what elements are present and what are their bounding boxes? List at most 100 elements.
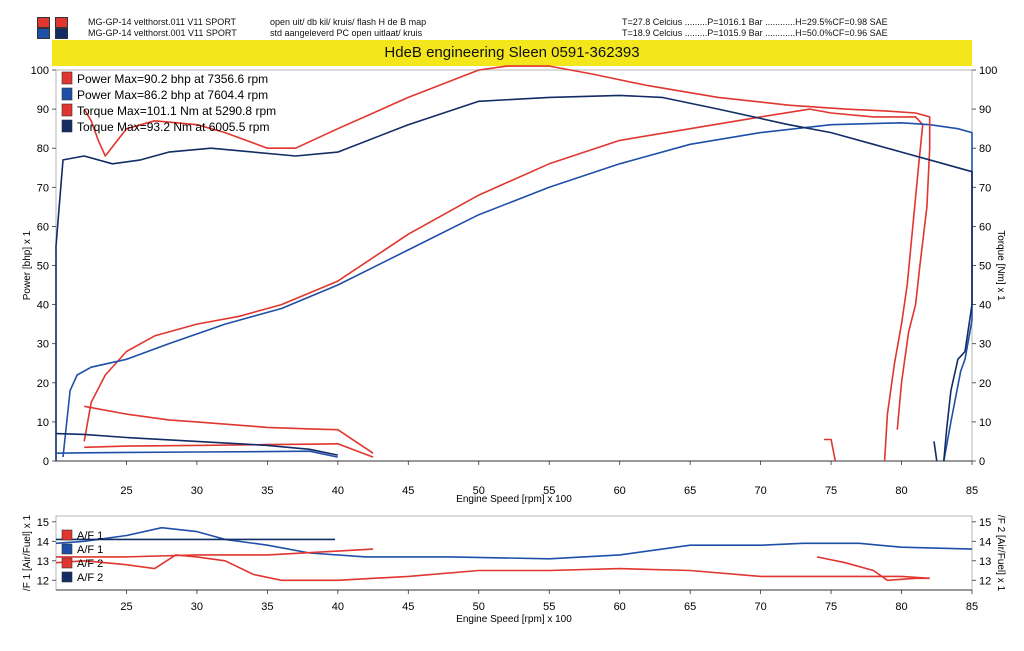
chart-1-ytick-label-left-8: 80: [37, 143, 49, 155]
chart-2-legend-label-3: A/F 2: [77, 558, 103, 570]
chart-1-ytick-label-right-10: 100: [979, 65, 997, 77]
chart-1-legend-label-2: Power Max=86.2 bhp at 7604.4 rpm: [77, 88, 268, 102]
chart-1-legend-label-3: Torque Max=101.1 Nm at 5290.8 rpm: [77, 104, 276, 118]
chart-2-legend-label-2: A/F 1: [77, 544, 103, 556]
chart-1-legend-swatch-3: [61, 103, 73, 117]
run-2-swatch-a: [37, 28, 50, 39]
chart-2-xtick-label-0: 25: [120, 601, 132, 613]
chart-1-ytick-label-right-1: 10: [979, 417, 991, 429]
chart-1-series-line-4: [55, 94, 973, 462]
chart-1-xtick-label-2: 35: [261, 485, 273, 497]
chart-1-ytick-label-left-7: 70: [37, 182, 49, 194]
chart-1-legend-label-4: Torque Max=93.2 Nm at 6005.5 rpm: [77, 120, 269, 134]
run-1-desc: open uit/ db kil/ kruis/ flash H de B ma…: [270, 17, 427, 27]
chart-1-xtick-label-9: 70: [754, 485, 766, 497]
chart-1-xtick-label-12: 85: [966, 485, 978, 497]
chart-1-ytick-label-left-3: 30: [37, 339, 49, 351]
run-1-conditions: T=27.8 Celcius .........P=1016.1 Bar ...…: [622, 17, 888, 27]
chart-2-xtick-label-8: 65: [684, 601, 696, 613]
chart-1-ytick-label-right-2: 20: [979, 378, 991, 390]
chart-2-legend-swatch-4: [61, 571, 73, 583]
chart-2-ytick-label-right-0: 12: [979, 575, 991, 587]
chart-1-ytick-label-left-5: 50: [37, 261, 49, 273]
chart-1-y-axis-label-left: Power [bhp] x 1: [22, 230, 33, 300]
chart-2-xtick-label-11: 80: [895, 601, 907, 613]
chart-2-series-line-3: [56, 548, 374, 558]
chart-1-xtick-label-3: 40: [332, 485, 344, 497]
chart-1-ytick-label-left-2: 20: [37, 378, 49, 390]
chart-1-x-axis-label: Engine Speed [rpm] x 100: [456, 494, 572, 505]
chart-2-ytick-label-left-0: 12: [37, 575, 49, 587]
run-1-swatch-b: [55, 17, 68, 28]
chart-1-series-line-8: [55, 432, 338, 456]
chart-2-frame: [55, 515, 973, 591]
chart-2-y-axis-label-left: /F 1 [Air/Fuel] x 1: [22, 514, 33, 591]
chart-2-xtick-label-2: 35: [261, 601, 273, 613]
chart-2-x-axis-label: Engine Speed [rpm] x 100: [456, 614, 572, 625]
chart-2-legend-swatch-3: [61, 557, 73, 569]
chart-2-y-axis-label-right: /F 2 [Air/Fuel] x 1: [995, 515, 1006, 592]
chart-2-series-line-1: [55, 526, 973, 560]
run-2-conditions: T=18.9 Celcius .........P=1015.9 Bar ...…: [622, 28, 888, 38]
chart-1-legend-swatch-2: [61, 87, 73, 101]
chart-1-series-line-2: [62, 122, 973, 462]
chart-2-legend-label-1: A/F 1: [77, 530, 103, 542]
chart-1-series-line-6: [84, 405, 374, 454]
chart-1-xtick-label-10: 75: [825, 485, 837, 497]
chart-1-ytick-label-right-6: 60: [979, 221, 991, 233]
chart-1-ytick-label-right-4: 40: [979, 300, 991, 312]
chart-1-ytick-label-left-4: 40: [37, 300, 49, 312]
chart-1-ytick-label-left-10: 100: [31, 65, 49, 77]
chart-1-ytick-label-left-9: 90: [37, 104, 49, 116]
chart-2-xtick-label-10: 75: [825, 601, 837, 613]
chart-2-xtick-label-4: 45: [402, 601, 414, 613]
chart-2-ytick-label-right-2: 14: [979, 536, 991, 548]
run-1-swatch-a: [37, 17, 50, 28]
chart-2-series-line-2: [55, 554, 930, 582]
chart-1-series-line-7: [55, 450, 338, 458]
chart-1-legend-swatch-4: [61, 119, 73, 133]
chart-1-ytick-label-left-6: 60: [37, 221, 49, 233]
chart-1-xtick-label-7: 60: [614, 485, 626, 497]
chart-1-ytick-label-right-3: 30: [979, 339, 991, 351]
chart-1-xtick-label-1: 30: [191, 485, 203, 497]
chart-2-ytick-label-left-2: 14: [37, 536, 49, 548]
chart-1-legend-swatch-1: [61, 71, 73, 85]
chart-1-ytick-label-left-1: 10: [37, 417, 49, 429]
chart-1-xtick-label-11: 80: [895, 485, 907, 497]
chart-2-ytick-label-right-1: 13: [979, 556, 991, 568]
chart-1-y-axis-label-right: Torque [Nm] x 1: [995, 230, 1006, 301]
chart-1-ytick-label-left-0: 0: [43, 456, 49, 468]
chart-2-xtick-label-3: 40: [332, 601, 344, 613]
chart-1-ytick-label-right-9: 90: [979, 104, 991, 116]
chart-2-xtick-label-5: 50: [473, 601, 485, 613]
chart-1-series-line-9: [824, 438, 837, 462]
chart-1-ytick-label-right-8: 80: [979, 143, 991, 155]
run-1-name: MG-GP-14 velthorst.011 V11 SPORT: [88, 17, 237, 27]
chart-2-legend-swatch-2: [61, 543, 73, 555]
chart-2-xtick-label-7: 60: [614, 601, 626, 613]
chart-1-series-line-3: [83, 65, 931, 430]
chart-1-ytick-label-right-5: 50: [979, 261, 991, 273]
chart-1-xtick-label-8: 65: [684, 485, 696, 497]
chart-2-xtick-label-12: 85: [966, 601, 978, 613]
chart-2-xtick-label-6: 55: [543, 601, 555, 613]
chart-1-xtick-label-5: 50: [473, 485, 485, 497]
chart-2-ytick-label-left-3: 15: [37, 517, 49, 529]
run-2-swatch-b: [55, 28, 68, 39]
chart-1-xtick-label-4: 45: [402, 485, 414, 497]
chart-1-ytick-label-right-0: 0: [979, 456, 985, 468]
chart-1-series-line-1: [83, 108, 924, 462]
company-banner: HdeB engineering Sleen 0591-362393: [52, 40, 972, 66]
chart-1-legend-label-1: Power Max=90.2 bhp at 7356.6 rpm: [77, 72, 268, 86]
chart-2-ytick-label-right-3: 15: [979, 517, 991, 529]
chart-2-xtick-label-9: 70: [754, 601, 766, 613]
chart-1-xtick-label-6: 55: [543, 485, 555, 497]
chart-2-legend-swatch-1: [61, 529, 73, 541]
chart-2-legend-label-4: A/F 2: [77, 572, 103, 584]
chart-1-ytick-label-right-7: 70: [979, 182, 991, 194]
chart-1-series-line-10: [933, 441, 938, 462]
run-2-name: MG-GP-14 velthorst.001 V11 SPORT: [88, 28, 237, 38]
chart-2-xtick-label-1: 30: [191, 601, 203, 613]
